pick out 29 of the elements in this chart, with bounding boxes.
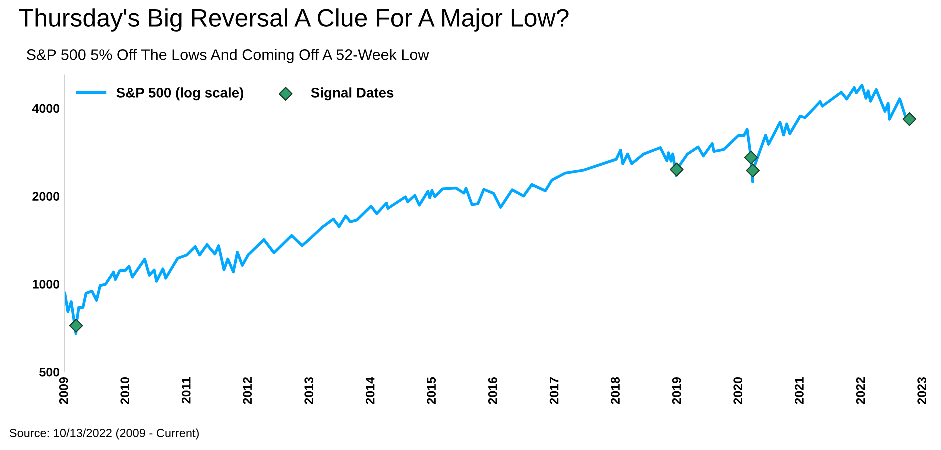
- point: [69, 318, 84, 333]
- y-tick-label: 500: [40, 368, 60, 377]
- x-tick-label: 2023: [918, 377, 926, 404]
- point: [746, 164, 760, 178]
- x-tick-label: 2022: [856, 378, 866, 404]
- legend-label: Signal Dates: [311, 88, 394, 101]
- x-tick-label: 2016: [488, 377, 498, 404]
- chart-title: Thursday's Big Reversal A Clue For A Major Low?: [19, 8, 569, 32]
- x-tick-label: 2014: [366, 377, 375, 404]
- y-tick-label: 4000: [32, 104, 60, 114]
- point: [670, 162, 684, 177]
- source-note: Source: 10/13/2022 (2009 - Current): [10, 428, 199, 440]
- y-tick-label: 2000: [32, 192, 60, 201]
- x-tick-label: 2015: [427, 377, 436, 404]
- point: [744, 150, 758, 165]
- x-tick-label: 2019: [672, 377, 682, 404]
- x-tick-label: 2013: [304, 377, 314, 404]
- x-tick-label: 2009: [59, 377, 68, 404]
- point: [902, 112, 917, 126]
- legend-label: S&P 500 (log scale): [116, 88, 244, 101]
- x-tick-label: 2011: [182, 377, 191, 404]
- x-tick-label: 2012: [243, 378, 252, 404]
- x-tick-label: 2010: [120, 378, 130, 404]
- x-tick-label: 2017: [550, 378, 559, 404]
- chart-subtitle: S&P 500 5% Off The Lows And Coming Off A 52-Week Low: [27, 49, 430, 64]
- x-tick-label: 2021: [795, 377, 804, 404]
- x-tick-label: 2018: [611, 377, 620, 404]
- y-tick-label: 1000: [33, 280, 60, 289]
- x-tick-label: 2020: [734, 378, 743, 404]
